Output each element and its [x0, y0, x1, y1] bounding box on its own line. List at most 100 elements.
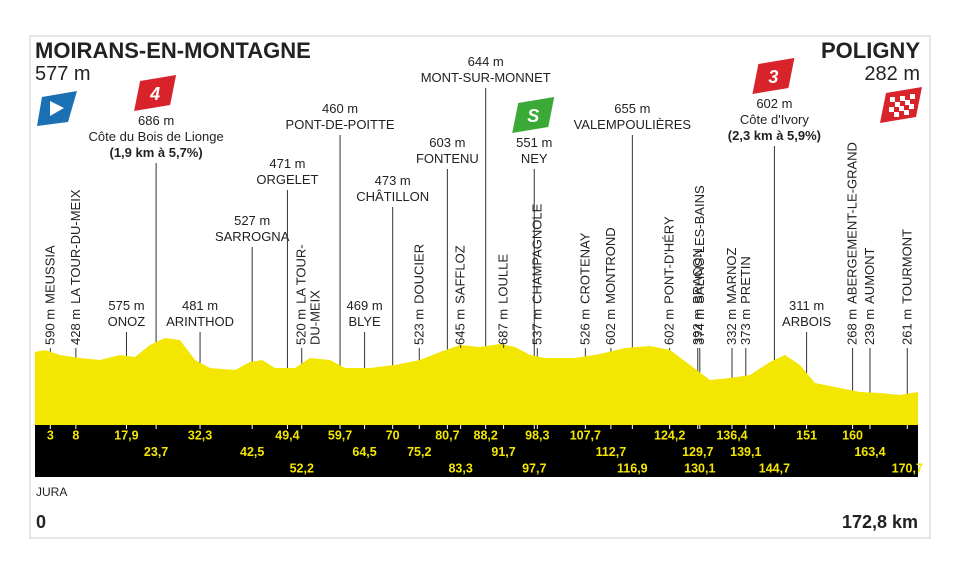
waypoint-name: LOULLE — [496, 254, 511, 304]
waypoint-name: VALEMPOULIÈRES — [574, 117, 692, 132]
km-label: 163,4 — [854, 445, 885, 459]
waypoint-name: MEUSSIA — [42, 245, 57, 304]
waypoint-elevation: 374 m — [692, 309, 707, 345]
waypoint-elevation: 520 m — [294, 309, 309, 345]
waypoint-elevation: 471 m — [269, 156, 305, 171]
waypoint-name: ONOZ — [108, 314, 146, 329]
waypoint-name: SAFFLOZ — [453, 245, 468, 304]
waypoint-name: Côte d'Ivory — [740, 112, 809, 127]
climb-category: 3 — [768, 67, 778, 87]
waypoint-name: NEY — [521, 151, 548, 166]
waypoint-label: 428 m LA TOUR-DU-MEIX — [68, 189, 83, 345]
waypoint-name: DU-MEIX — [308, 290, 323, 345]
distance-band — [35, 425, 918, 477]
waypoint-elevation: 469 m — [347, 298, 383, 313]
waypoint-label: 526 m CROTENAY — [577, 232, 592, 345]
km-label: 130,1 — [684, 462, 715, 476]
waypoint-elevation: 645 m — [453, 309, 468, 345]
km-label: 17,9 — [114, 429, 138, 443]
waypoint-name: CHÂTILLON — [356, 189, 429, 204]
km-label: 88,2 — [474, 429, 498, 443]
waypoint-elevation: 537 m — [529, 309, 544, 345]
km-label: 75,2 — [407, 445, 431, 459]
waypoint-elevation: 261 m — [899, 309, 914, 345]
km-label: 70 — [386, 429, 400, 443]
waypoint-label: 537 m CHAMPAGNOLE — [529, 203, 544, 345]
waypoint-name: BRACON — [690, 248, 705, 304]
km-label: 64,5 — [352, 445, 376, 459]
km-label: 112,7 — [596, 445, 627, 459]
waypoint-elevation: 526 m — [577, 309, 592, 345]
region: JURA — [36, 485, 67, 499]
waypoint-elevation: 575 m — [108, 298, 144, 313]
km-label: 170,7 — [892, 462, 923, 476]
waypoint-label: 602 m MONTROND — [603, 227, 618, 345]
climb-category: 4 — [149, 84, 160, 104]
waypoint-name: SARROGNA — [215, 229, 290, 244]
waypoint-name: BLYE — [348, 314, 381, 329]
climb-detail: (2,3 km à 5,9%) — [728, 128, 821, 143]
waypoint-name: FONTENU — [416, 151, 479, 166]
km-label: 80,7 — [435, 429, 459, 443]
finish-name: POLIGNY — [821, 38, 920, 63]
frame — [29, 35, 931, 539]
start-arrow — [50, 101, 64, 116]
waypoint-elevation: 655 m — [614, 101, 650, 116]
waypoint-label: 392 m BRACON — [690, 248, 705, 345]
climb-detail: (1,9 km à 5,7%) — [109, 145, 202, 160]
waypoint-elevation: 392 m — [690, 309, 705, 345]
km-label: 23,7 — [144, 445, 168, 459]
sprint-mark: S — [527, 106, 539, 126]
waypoint-label: 239 m AUMONT — [862, 247, 877, 345]
waypoint-elevation: 473 m — [375, 173, 411, 188]
waypoint-label: 645 m SAFFLOZ — [453, 245, 468, 345]
waypoint-elevation: 686 m — [138, 113, 174, 128]
waypoint-name: MARNOZ — [724, 247, 739, 303]
waypoint-label: 261 m TOURMONT — [899, 229, 914, 345]
km-label: 3 — [47, 429, 54, 443]
waypoint-elevation: 603 m — [429, 135, 465, 150]
km-label: 129,7 — [682, 445, 713, 459]
waypoint-name: LA TOUR-DU-MEIX — [68, 189, 83, 304]
waypoint-name: LA TOUR- — [294, 244, 309, 303]
waypoint-name: PONT-D'HÉRY — [662, 216, 677, 304]
waypoint-elevation: 602 m — [756, 96, 792, 111]
waypoint-elevation: 460 m — [322, 101, 358, 116]
elevation-profile — [35, 338, 918, 425]
waypoint-elevation: 687 m — [496, 309, 511, 345]
km-label: 91,7 — [491, 445, 515, 459]
km-label: 8 — [72, 429, 79, 443]
distance-start: 0 — [36, 512, 46, 532]
waypoint-name: PRETIN — [738, 256, 753, 304]
start-elevation: 577 m — [35, 63, 91, 85]
waypoint-elevation: 481 m — [182, 298, 218, 313]
km-label: 151 — [796, 429, 817, 443]
start-name: MOIRANS-EN-MONTAGNE — [35, 38, 311, 63]
waypoint-elevation: 239 m — [862, 309, 877, 345]
waypoint-elevation: 551 m — [516, 135, 552, 150]
waypoint-name: TOURMONT — [899, 229, 914, 304]
climb-icon — [134, 75, 177, 111]
waypoint-name: ABERGEMENT-LE-GRAND — [845, 142, 860, 304]
km-label: 160 — [842, 429, 863, 443]
km-label: 42,5 — [240, 445, 264, 459]
waypoint-label: 590 m MEUSSIA — [42, 245, 57, 345]
waypoint-label: 687 m LOULLE — [496, 254, 511, 345]
waypoint-label: 523 m DOUCIER — [411, 244, 426, 345]
waypoint-elevation: 332 m — [724, 309, 739, 345]
waypoint-elevation: 268 m — [845, 309, 860, 345]
waypoint-name: MONT-SUR-MONNET — [421, 70, 551, 85]
km-label: 116,9 — [617, 462, 648, 476]
waypoint-elevation: 523 m — [411, 309, 426, 345]
waypoint-elevation: 644 m — [468, 54, 504, 69]
km-label: 49,4 — [275, 429, 299, 443]
km-label: 83,3 — [448, 462, 472, 476]
km-label: 139,1 — [730, 445, 761, 459]
waypoint-name: ARBOIS — [782, 314, 831, 329]
waypoint-elevation: 602 m — [662, 309, 677, 345]
km-label: 107,7 — [570, 429, 601, 443]
waypoint-name: CROTENAY — [577, 232, 592, 304]
km-label: 98,3 — [525, 429, 549, 443]
